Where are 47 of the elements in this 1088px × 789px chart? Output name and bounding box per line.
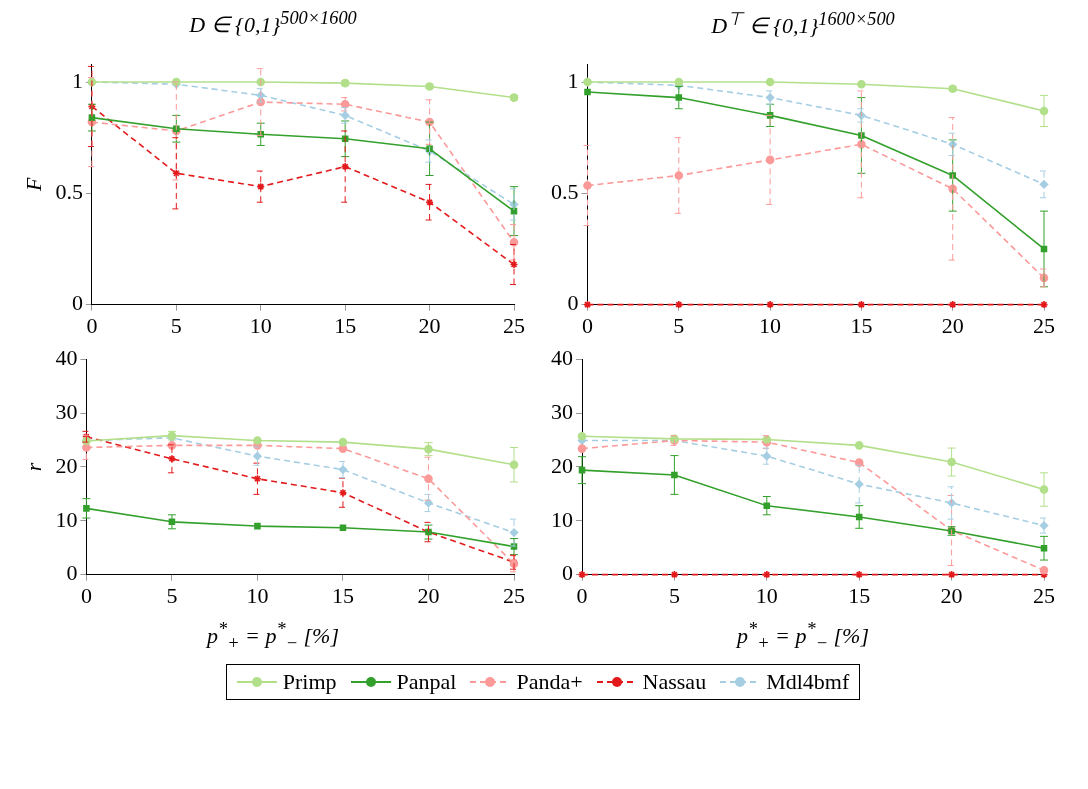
y-axis-title: r [20, 462, 46, 472]
y-tick-label: 1 [71, 67, 83, 93]
x-tick-label: 5 [673, 312, 685, 338]
x-tick-label: 20 [418, 312, 441, 338]
x-axis-title: p$^{*}$$_{+}$ = p$^{*}$$_{−}$ [%] [737, 619, 869, 654]
legend-label: Panda+ [516, 668, 583, 695]
legend-label: Primp [282, 668, 337, 695]
x-tick-label: 15 [334, 312, 357, 338]
y-tick-label: 0 [562, 560, 573, 586]
legend-label: Panpal [396, 668, 457, 695]
y-tick-label: 40 [551, 344, 573, 370]
y-tick-label: 0.5 [551, 179, 579, 205]
legend-label: Nassau [642, 668, 707, 695]
x-tick-label: 25 [503, 312, 525, 338]
x-tick-label: 5 [668, 582, 680, 608]
x-tick-label: 15 [850, 312, 873, 338]
y-tick-label: 10 [551, 506, 573, 532]
y-tick-label: 0.5 [55, 179, 83, 205]
x-tick-label: 20 [940, 582, 963, 608]
x-tick-label: 5 [170, 312, 182, 338]
x-tick-label: 10 [759, 312, 782, 338]
y-tick-label: 20 [55, 452, 78, 478]
x-tick-label: 10 [249, 312, 272, 338]
y-tick-label: 0 [567, 290, 579, 316]
y-tick-label: 30 [55, 398, 78, 424]
y-tick-label: 0 [66, 560, 78, 586]
y-tick-label: 20 [551, 452, 573, 478]
chart-title: D ∈ {0,1}$^{500×1600}$ [189, 8, 357, 40]
x-tick-label: 25 [503, 582, 525, 608]
x-tick-label: 15 [331, 582, 354, 608]
x-tick-label: 25 [1033, 312, 1055, 338]
y-axis-title: F [20, 177, 46, 193]
x-tick-label: 20 [417, 582, 440, 608]
x-tick-label: 20 [941, 312, 964, 338]
y-tick-label: 40 [55, 344, 78, 370]
chart-title: D$^{⊤}$ ∈ {0,1}$^{1600×500}$ [711, 8, 895, 41]
x-tick-label: 25 [1033, 582, 1055, 608]
x-tick-label: 10 [246, 582, 269, 608]
legend-label: Mdl4bmf [766, 668, 850, 695]
x-tick-label: 5 [166, 582, 178, 608]
x-tick-label: 15 [848, 582, 871, 608]
x-tick-label: 10 [755, 582, 778, 608]
y-tick-label: 1 [567, 67, 579, 93]
y-tick-label: 10 [55, 506, 78, 532]
y-tick-label: 30 [551, 398, 573, 424]
x-axis-title: p$^{*}$$_{+}$ = p$^{*}$$_{−}$ [%] [207, 619, 339, 654]
y-tick-label: 0 [71, 290, 83, 316]
